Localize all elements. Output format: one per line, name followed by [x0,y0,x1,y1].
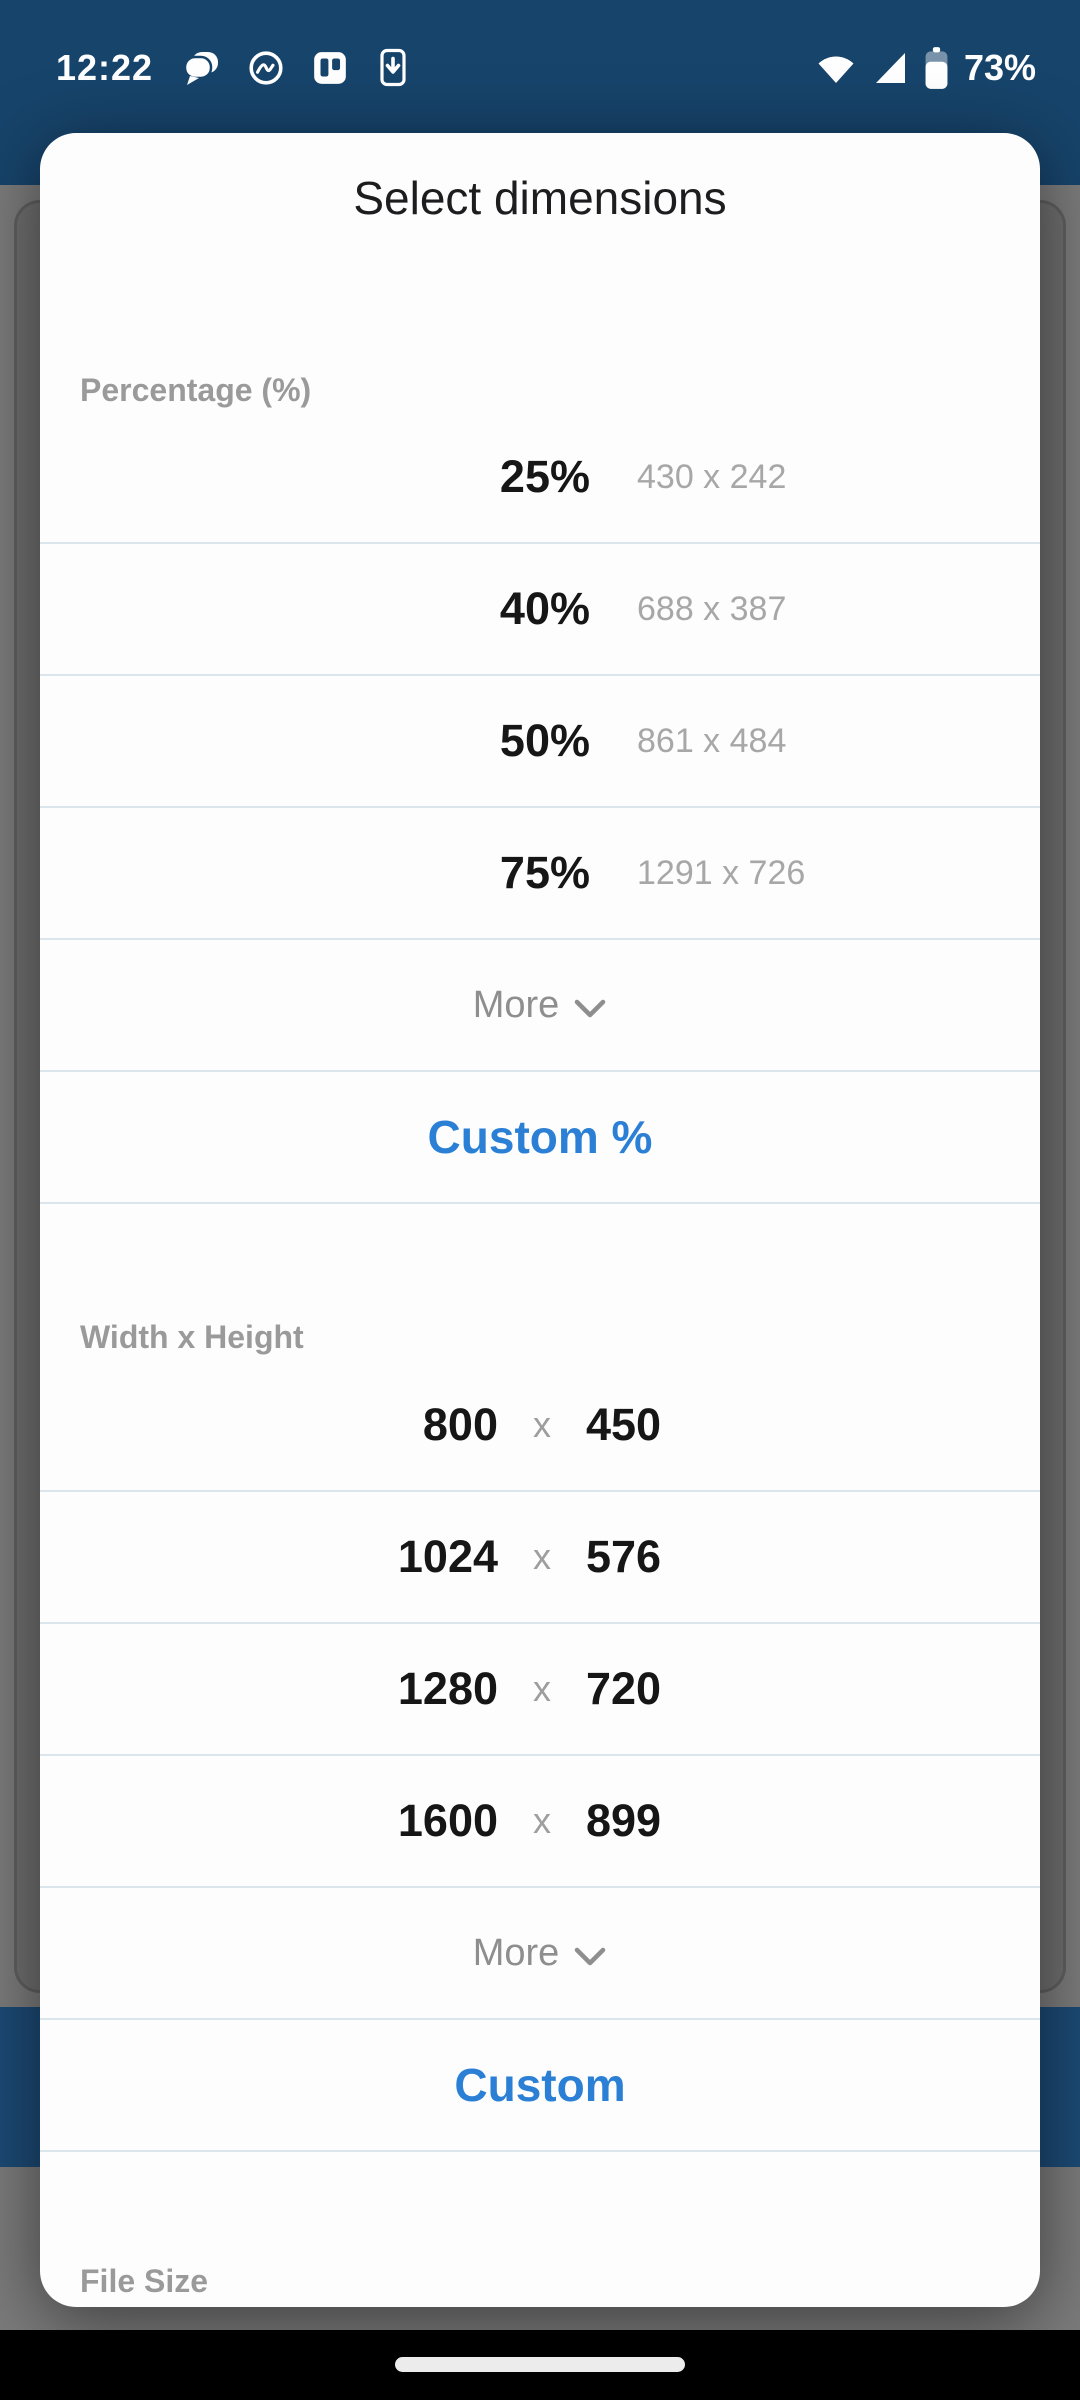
cellular-signal-icon [875,53,905,83]
height-value: 720 [586,1663,662,1714]
percent-value: 40% [499,583,590,634]
more-label: More [472,983,560,1026]
file-size-section-label: File Size [80,2263,209,2299]
chat-bubbles-icon [183,52,219,85]
width-value: 1280 [397,1663,498,1714]
width-value: 1024 [397,1531,498,1582]
computed-dimensions: 688 x 387 [637,589,787,628]
system-status-icons: 73% [814,46,1036,90]
custom-percent-label: Custom % [427,1111,653,1163]
percentage-more-button[interactable]: More [40,940,1040,1072]
percentage-options-list: 25% 430 x 242 40% 688 x 387 50% 861 x 48… [40,412,1040,1204]
height-value: 576 [586,1531,662,1582]
percentage-option-75[interactable]: 75% 1291 x 726 [40,808,1040,940]
width-value: 800 [422,1399,498,1450]
battery-icon [925,47,948,89]
dimension-option-1600x899[interactable]: 1600 x 899 [40,1756,1040,1888]
percent-value: 50% [499,715,590,766]
dialog-title: Select dimensions [353,172,727,224]
width-height-section-label: Width x Height [80,1319,304,1355]
gesture-navigation-bar [0,2330,1080,2400]
x-separator: x [533,1668,551,1709]
computed-dimensions: 1291 x 726 [637,853,806,892]
wifi-icon [818,56,854,83]
percentage-option-40[interactable]: 40% 688 x 387 [40,544,1040,676]
dimensions-more-button[interactable]: More [40,1888,1040,2020]
x-separator: x [533,1536,551,1577]
x-separator: x [533,1800,551,1841]
dimension-option-1280x720[interactable]: 1280 x 720 [40,1624,1040,1756]
notification-icons [181,48,411,88]
more-label: More [472,1931,560,1974]
height-value: 450 [586,1399,662,1450]
computed-dimensions: 430 x 242 [637,457,787,496]
percent-value: 25% [499,451,590,502]
chevron-down-icon [575,1947,606,1966]
custom-percentage-button[interactable]: Custom % [40,1072,1040,1204]
width-height-options-list: 800 x 450 1024 x 576 1280 x 720 1600 x 8… [40,1360,1040,2152]
percentage-option-25[interactable]: 25% 430 x 242 [40,412,1040,544]
phone-download-icon [380,48,406,87]
percentage-section-label: Percentage (%) [80,372,312,408]
percentage-option-50[interactable]: 50% 861 x 484 [40,676,1040,808]
custom-dimensions-button[interactable]: Custom [40,2020,1040,2152]
width-value: 1600 [397,1795,498,1846]
custom-label: Custom [454,2059,626,2111]
status-bar: 12:22 [0,0,1080,130]
status-time: 12:22 [56,47,154,88]
trello-icon [314,52,346,84]
basecamp-icon [249,51,283,85]
x-separator: x [533,1404,551,1445]
percent-value: 75% [499,847,590,898]
dimension-option-800x450[interactable]: 800 x 450 [40,1360,1040,1492]
height-value: 899 [586,1795,662,1846]
chevron-down-icon [575,999,606,1018]
battery-percent: 73% [963,47,1036,88]
computed-dimensions: 861 x 484 [637,721,787,760]
gesture-pill[interactable] [395,2357,685,2372]
dimension-option-1024x576[interactable]: 1024 x 576 [40,1492,1040,1624]
select-dimensions-dialog: Select dimensions Percentage (%) 25% 430… [40,133,1040,2307]
